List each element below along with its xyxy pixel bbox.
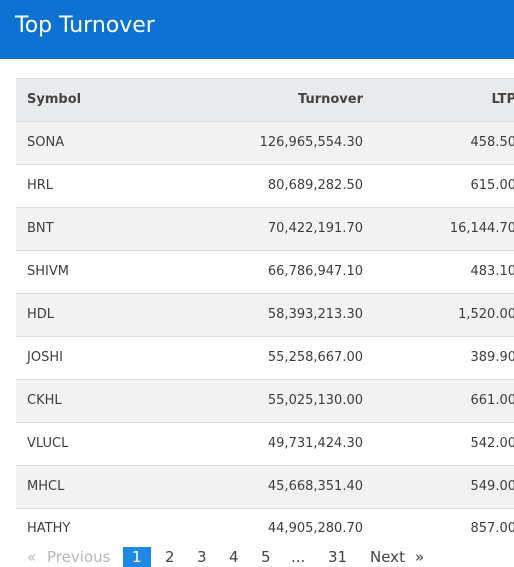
row-turnover: 55,258,667.00 bbox=[267, 350, 363, 365]
table-row[interactable]: JOSHI 55,258,667.00 389.90 bbox=[16, 336, 514, 379]
table-row[interactable]: VLUCL 49,731,424.30 542.00 bbox=[16, 422, 514, 465]
row-turnover: 66,786,947.10 bbox=[267, 264, 363, 279]
row-turnover: 45,668,351.40 bbox=[267, 479, 363, 494]
row-symbol: BNT bbox=[27, 221, 54, 236]
column-header-symbol[interactable]: Symbol bbox=[27, 92, 82, 107]
column-header-turnover[interactable]: Turnover bbox=[298, 92, 363, 107]
table-header-row: Symbol Turnover LTP bbox=[16, 78, 514, 121]
turnover-table: Symbol Turnover LTP SONA 126,965,554.30 … bbox=[16, 78, 514, 549]
row-ltp: 389.90 bbox=[470, 350, 514, 365]
row-turnover: 70,422,191.70 bbox=[267, 221, 363, 236]
pagination: « Previous 1 2 3 4 5 ... 31 Next » bbox=[0, 545, 514, 567]
table-row[interactable]: HATHY 44,905,280.70 857.00 bbox=[16, 508, 514, 549]
next-page-button[interactable]: Next bbox=[370, 548, 405, 566]
row-ltp: 16,144.70 bbox=[449, 221, 514, 236]
table-row[interactable]: SHIVM 66,786,947.10 483.10 bbox=[16, 250, 514, 293]
row-symbol: SONA bbox=[27, 135, 65, 150]
prev-arrow-icon[interactable]: « bbox=[27, 548, 37, 566]
row-symbol: JOSHI bbox=[27, 350, 63, 365]
row-symbol: MHCL bbox=[27, 479, 65, 494]
row-symbol: HDL bbox=[27, 307, 55, 322]
row-ltp: 1,520.00 bbox=[458, 307, 514, 322]
page-header: Top Turnover bbox=[0, 0, 514, 59]
page-last-button[interactable]: 31 bbox=[328, 548, 348, 566]
row-turnover: 44,905,280.70 bbox=[267, 521, 363, 536]
row-symbol: SHIVM bbox=[27, 264, 69, 279]
pagination-ellipsis: ... bbox=[291, 548, 306, 566]
row-ltp: 483.10 bbox=[470, 264, 514, 279]
row-ltp: 542.00 bbox=[470, 436, 514, 451]
row-ltp: 458.50 bbox=[470, 135, 514, 150]
table-row[interactable]: HDL 58,393,213.30 1,520.00 bbox=[16, 293, 514, 336]
previous-page-button[interactable]: Previous bbox=[47, 548, 111, 566]
row-turnover: 126,965,554.30 bbox=[259, 135, 363, 150]
row-symbol: VLUCL bbox=[27, 436, 69, 451]
page-5-button[interactable]: 5 bbox=[261, 548, 271, 566]
row-symbol: HRL bbox=[27, 178, 54, 193]
page-4-button[interactable]: 4 bbox=[229, 548, 239, 566]
row-ltp: 661.00 bbox=[470, 393, 514, 408]
row-ltp: 549.00 bbox=[470, 479, 514, 494]
table-row[interactable]: HRL 80,689,282.50 615.00 bbox=[16, 164, 514, 207]
page-2-button[interactable]: 2 bbox=[165, 548, 175, 566]
page-3-button[interactable]: 3 bbox=[197, 548, 207, 566]
page-title: Top Turnover bbox=[15, 13, 155, 38]
row-symbol: HATHY bbox=[27, 521, 71, 536]
table-row[interactable]: SONA 126,965,554.30 458.50 bbox=[16, 121, 514, 164]
next-arrow-icon[interactable]: » bbox=[415, 548, 425, 566]
table-row[interactable]: BNT 70,422,191.70 16,144.70 bbox=[16, 207, 514, 250]
row-turnover: 58,393,213.30 bbox=[267, 307, 363, 322]
column-header-ltp[interactable]: LTP bbox=[491, 92, 514, 107]
row-ltp: 857.00 bbox=[470, 521, 514, 536]
row-turnover: 49,731,424.30 bbox=[267, 436, 363, 451]
row-turnover: 80,689,282.50 bbox=[267, 178, 363, 193]
page-1-button[interactable]: 1 bbox=[123, 547, 151, 567]
row-turnover: 55,025,130.00 bbox=[267, 393, 363, 408]
table-row[interactable]: MHCL 45,668,351.40 549.00 bbox=[16, 465, 514, 508]
row-ltp: 615.00 bbox=[470, 178, 514, 193]
row-symbol: CKHL bbox=[27, 393, 62, 408]
table-row[interactable]: CKHL 55,025,130.00 661.00 bbox=[16, 379, 514, 422]
